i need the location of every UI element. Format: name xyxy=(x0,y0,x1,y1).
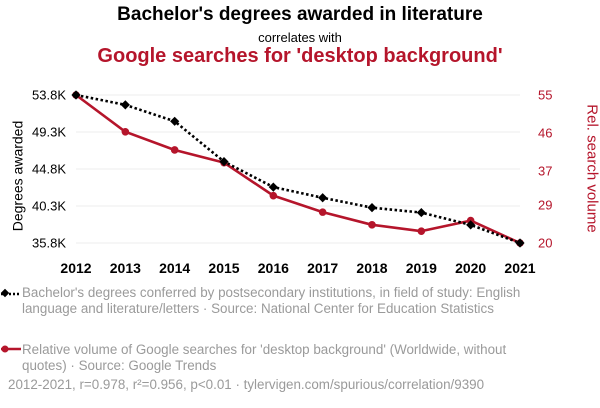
chart-title: Bachelor's degrees awarded in literature xyxy=(117,4,483,25)
series-1-line xyxy=(75,93,521,245)
series-1-point-1 xyxy=(120,100,130,110)
left-tick-label-2: 44.8K xyxy=(32,162,66,177)
series-1-point-2 xyxy=(170,116,180,126)
legend-text-2: Relative volume of Google searches for '… xyxy=(22,342,507,373)
x-tick-label-4: 2016 xyxy=(258,260,289,276)
legend-swatch-1 xyxy=(0,288,21,298)
right-tick-label-4: 20 xyxy=(538,236,552,251)
left-tick-label-1: 49.3K xyxy=(32,125,66,140)
series-2-point-2 xyxy=(170,146,179,154)
series-1-point-7 xyxy=(416,207,426,218)
chart-title-secondary: Google searches for 'desktop background' xyxy=(97,45,503,67)
x-tick-label-5: 2017 xyxy=(307,260,338,276)
x-tick-label-8: 2020 xyxy=(455,260,486,276)
series-1-point-8 xyxy=(466,220,476,230)
x-tick-label-6: 2018 xyxy=(356,260,387,276)
series-2-point-7 xyxy=(417,227,426,235)
footer-stats: 2012-2021, r=0.978, r²=0.956, p<0.01 · t… xyxy=(8,377,485,392)
series-2-line xyxy=(75,93,521,245)
series-1-point-9 xyxy=(515,238,525,248)
series-1-point-6 xyxy=(367,203,377,213)
x-tick-label-3: 2015 xyxy=(208,260,239,276)
series-markers xyxy=(71,90,525,248)
series-2-point-6 xyxy=(368,221,376,229)
x-tick-label-9: 2021 xyxy=(504,260,535,276)
x-tick-label-7: 2019 xyxy=(406,260,437,276)
right-tick-label-2: 37 xyxy=(538,164,552,179)
series-1-point-0 xyxy=(71,90,81,100)
x-tick-label-2: 2014 xyxy=(159,260,190,276)
left-tick-label-4: 35.8K xyxy=(32,236,66,251)
left-tick-label-0: 53.8K xyxy=(32,88,66,103)
right-axis-ticks: 55 46 37 29 20 xyxy=(538,88,552,251)
x-tick-label-1: 2013 xyxy=(110,260,141,276)
series-1-point-3 xyxy=(219,157,229,167)
chart-subtitle: correlates with xyxy=(258,30,342,45)
left-axis-ticks: 53.8K 49.3K 44.8K 40.3K 35.8K xyxy=(32,88,66,251)
left-tick-label-3: 40.3K xyxy=(32,199,66,214)
legend-text-1: Bachelor's degrees conferred by postseco… xyxy=(22,285,521,316)
series-2-point-1 xyxy=(121,127,130,136)
x-tick-label-0: 2012 xyxy=(60,260,91,276)
x-axis-ticks: 2012 2013 2014 2015 2016 2017 2018 2019 2020 2021 xyxy=(60,260,535,276)
series-lines xyxy=(75,93,521,245)
legend-swatch-2 xyxy=(1,345,21,353)
series-1-point-5 xyxy=(318,193,328,203)
right-tick-label-3: 29 xyxy=(538,197,552,212)
series-2-point-5 xyxy=(318,208,327,216)
right-tick-label-1: 46 xyxy=(538,126,552,141)
grid-lines xyxy=(76,94,520,244)
series-1-point-4 xyxy=(268,182,278,192)
right-tick-label-0: 55 xyxy=(538,88,552,103)
series-2-point-4 xyxy=(269,191,278,200)
